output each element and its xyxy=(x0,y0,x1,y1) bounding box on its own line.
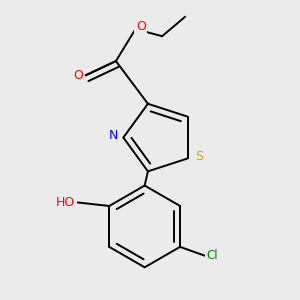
Text: O: O xyxy=(73,69,83,82)
Text: HO: HO xyxy=(56,196,76,209)
Text: Cl: Cl xyxy=(207,249,218,262)
Text: N: N xyxy=(109,129,118,142)
Text: O: O xyxy=(136,20,146,33)
Text: S: S xyxy=(195,150,203,163)
